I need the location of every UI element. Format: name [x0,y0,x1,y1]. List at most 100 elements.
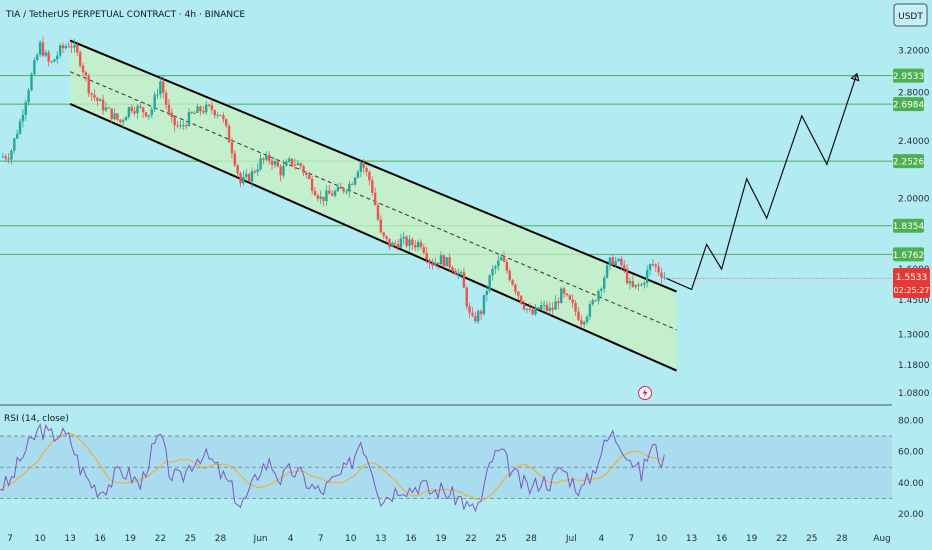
time-axis[interactable]: 7 10 13 16 19 22 25 28 Jun 4 7 10 13 16 19 22 25 28 Jul 4 7 1… [7,534,891,544]
candle-body [614,260,617,265]
candle-body [494,266,497,269]
candle-body [330,193,334,196]
currency-button[interactable]: USDT [893,3,928,27]
candle [348,180,351,198]
candle-body [96,97,99,101]
candle-body [454,271,457,275]
candle-body [654,264,657,267]
candle [90,92,93,102]
candle-body [190,112,194,114]
candle [431,258,434,270]
candle-body [537,307,540,310]
candle [648,263,652,276]
candle-body [402,236,405,239]
candle [620,256,623,271]
time-tick-label: 22 [155,534,166,544]
candle [511,279,514,286]
candle [540,301,543,311]
candle-body [594,300,597,302]
candle-body [113,113,116,120]
candle [414,240,417,251]
candle [448,253,451,272]
candle [408,235,411,252]
candle [517,290,520,301]
candle-body [299,163,302,167]
candle [588,300,592,320]
candle [379,215,383,234]
candle-body [368,171,371,181]
candle [162,75,165,99]
level-badge-bg [893,97,924,112]
candle [328,184,331,194]
level-badge-text: 1.8354 [893,222,925,232]
candle [7,153,10,164]
candle-body [514,284,517,292]
candle [416,239,420,252]
candle-body [408,239,411,246]
candle-body [562,288,566,294]
candle-body [448,257,451,268]
candle-body [491,268,494,276]
candle [21,108,25,128]
candle [499,253,503,261]
level-badge: 2.9533 [893,68,924,83]
candle [451,265,454,275]
candle [428,258,431,270]
candle-body [162,81,165,93]
candle-body [468,306,471,313]
candle-body [139,106,142,108]
lightning-icon[interactable] [638,386,652,400]
candle-body [631,281,635,287]
candle-body [38,42,42,55]
channel-upper-line[interactable] [69,39,677,293]
time-tick-label: 13 [375,534,386,544]
level-badge: 2.6984 [893,97,925,112]
candle [116,113,119,122]
candle [580,315,583,329]
candle-body [50,61,53,63]
price-tick-label: 2.4000 [898,137,930,147]
candle [296,159,300,166]
rsi-tick-label: 40.00 [898,479,924,489]
channel-lower-line[interactable] [69,102,677,372]
candle [442,254,446,269]
candle-body [351,183,354,185]
rsi-axis[interactable]: 80.00 60.00 40.00 20.00 [898,416,924,520]
candle [153,91,156,112]
projection-path[interactable] [666,73,858,291]
candle [101,95,105,115]
candle [342,188,345,194]
candle-body [187,112,191,127]
candle-body [419,242,423,248]
candle [53,58,56,62]
time-tick-label: 22 [776,534,787,544]
candle-body [202,111,205,113]
candle-body [643,282,646,285]
candle [93,89,96,102]
candle-body [542,304,546,306]
candle-body [124,116,128,121]
candle-body [219,114,222,116]
candle [494,264,497,274]
candle-body [61,45,65,49]
rsi-indicator-label[interactable]: RSI (14, close) [4,414,69,424]
candle [396,238,400,251]
time-tick-label: 7 [629,534,635,544]
candle-body [30,74,33,91]
candle [419,239,423,250]
candle [459,270,463,279]
candle-body [580,320,583,325]
candle [385,235,388,242]
candle-body [227,125,231,143]
candle [250,167,254,188]
price-tick-label: 3.2000 [898,46,930,56]
candle-body [250,171,254,182]
candle-body [560,288,563,304]
candle [124,115,128,121]
candle [113,108,116,121]
level-badge-text: 2.6984 [893,101,925,111]
candle [537,306,540,311]
candle-body [411,239,414,246]
candle-body [247,174,251,182]
